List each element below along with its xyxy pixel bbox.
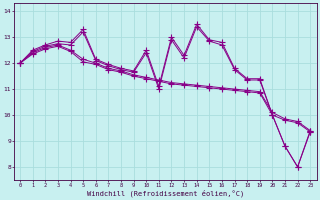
X-axis label: Windchill (Refroidissement éolien,°C): Windchill (Refroidissement éolien,°C) xyxy=(86,189,244,197)
